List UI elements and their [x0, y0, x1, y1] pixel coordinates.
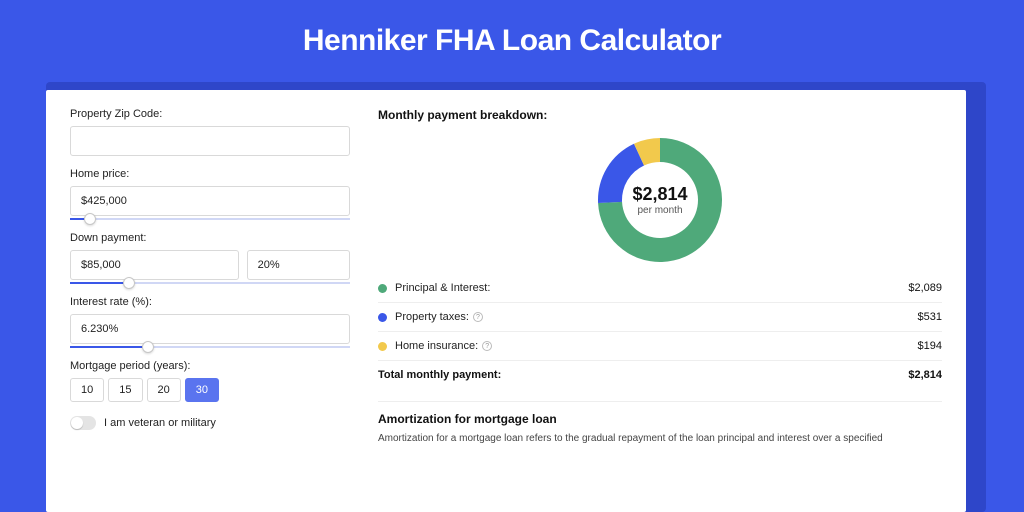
breakdown-title: Monthly payment breakdown: [378, 108, 942, 122]
period-option-20[interactable]: 20 [147, 378, 181, 402]
total-value: $2,814 [908, 369, 942, 381]
amortization-title: Amortization for mortgage loan [378, 412, 942, 426]
period-option-30[interactable]: 30 [185, 378, 219, 402]
down-payment-percent-input[interactable] [247, 250, 350, 280]
inputs-column: Property Zip Code: Home price: Down paym… [70, 108, 350, 512]
breakdown-item-value: $2,089 [908, 282, 942, 294]
down-payment-slider-thumb[interactable] [123, 277, 135, 289]
total-label: Total monthly payment: [378, 369, 501, 381]
info-icon[interactable]: ? [473, 312, 483, 322]
down-payment-slider[interactable] [70, 282, 350, 284]
legend-dot [378, 313, 387, 322]
breakdown-item-value: $531 [918, 311, 942, 323]
breakdown-items: Principal & Interest:$2,089Property taxe… [378, 274, 942, 360]
interest-rate-slider[interactable] [70, 346, 350, 348]
zip-input[interactable] [70, 126, 350, 156]
donut-center-sub: per month [637, 205, 682, 216]
interest-rate-label: Interest rate (%): [70, 296, 350, 308]
field-mortgage-period: Mortgage period (years): 10152030 [70, 360, 350, 402]
home-price-input[interactable] [70, 186, 350, 216]
legend-dot [378, 342, 387, 351]
breakdown-item: Home insurance:?$194 [378, 331, 942, 360]
veteran-label: I am veteran or military [104, 417, 216, 429]
donut-chart: $2,814 per month [378, 130, 942, 274]
breakdown-item-label: Home insurance:? [395, 340, 918, 352]
field-home-price: Home price: [70, 168, 350, 220]
breakdown-total-row: Total monthly payment: $2,814 [378, 360, 942, 389]
info-icon[interactable]: ? [482, 341, 492, 351]
legend-dot [378, 284, 387, 293]
interest-rate-input[interactable] [70, 314, 350, 344]
breakdown-item: Principal & Interest:$2,089 [378, 274, 942, 302]
field-down-payment: Down payment: [70, 232, 350, 284]
period-option-10[interactable]: 10 [70, 378, 104, 402]
veteran-toggle-knob [71, 417, 83, 429]
field-zip: Property Zip Code: [70, 108, 350, 156]
breakdown-item-value: $194 [918, 340, 942, 352]
interest-rate-slider-thumb[interactable] [142, 341, 154, 353]
donut-center-amount: $2,814 [632, 184, 687, 205]
field-interest-rate: Interest rate (%): [70, 296, 350, 348]
breakdown-item-label: Principal & Interest: [395, 282, 908, 294]
down-payment-amount-input[interactable] [70, 250, 239, 280]
period-option-15[interactable]: 15 [108, 378, 142, 402]
zip-label: Property Zip Code: [70, 108, 350, 120]
breakdown-item: Property taxes:?$531 [378, 302, 942, 331]
breakdown-column: Monthly payment breakdown: $2,814 per mo… [378, 108, 942, 512]
down-payment-label: Down payment: [70, 232, 350, 244]
home-price-slider-thumb[interactable] [84, 213, 96, 225]
veteran-toggle[interactable] [70, 416, 96, 430]
amortization-section: Amortization for mortgage loan Amortizat… [378, 401, 942, 446]
field-veteran: I am veteran or military [70, 416, 350, 430]
mortgage-period-label: Mortgage period (years): [70, 360, 350, 372]
home-price-label: Home price: [70, 168, 350, 180]
page-title: Henniker FHA Loan Calculator [0, 0, 1024, 76]
breakdown-item-label: Property taxes:? [395, 311, 918, 323]
calculator-card: Property Zip Code: Home price: Down paym… [46, 90, 966, 512]
amortization-text: Amortization for a mortgage loan refers … [378, 432, 942, 446]
home-price-slider[interactable] [70, 218, 350, 220]
